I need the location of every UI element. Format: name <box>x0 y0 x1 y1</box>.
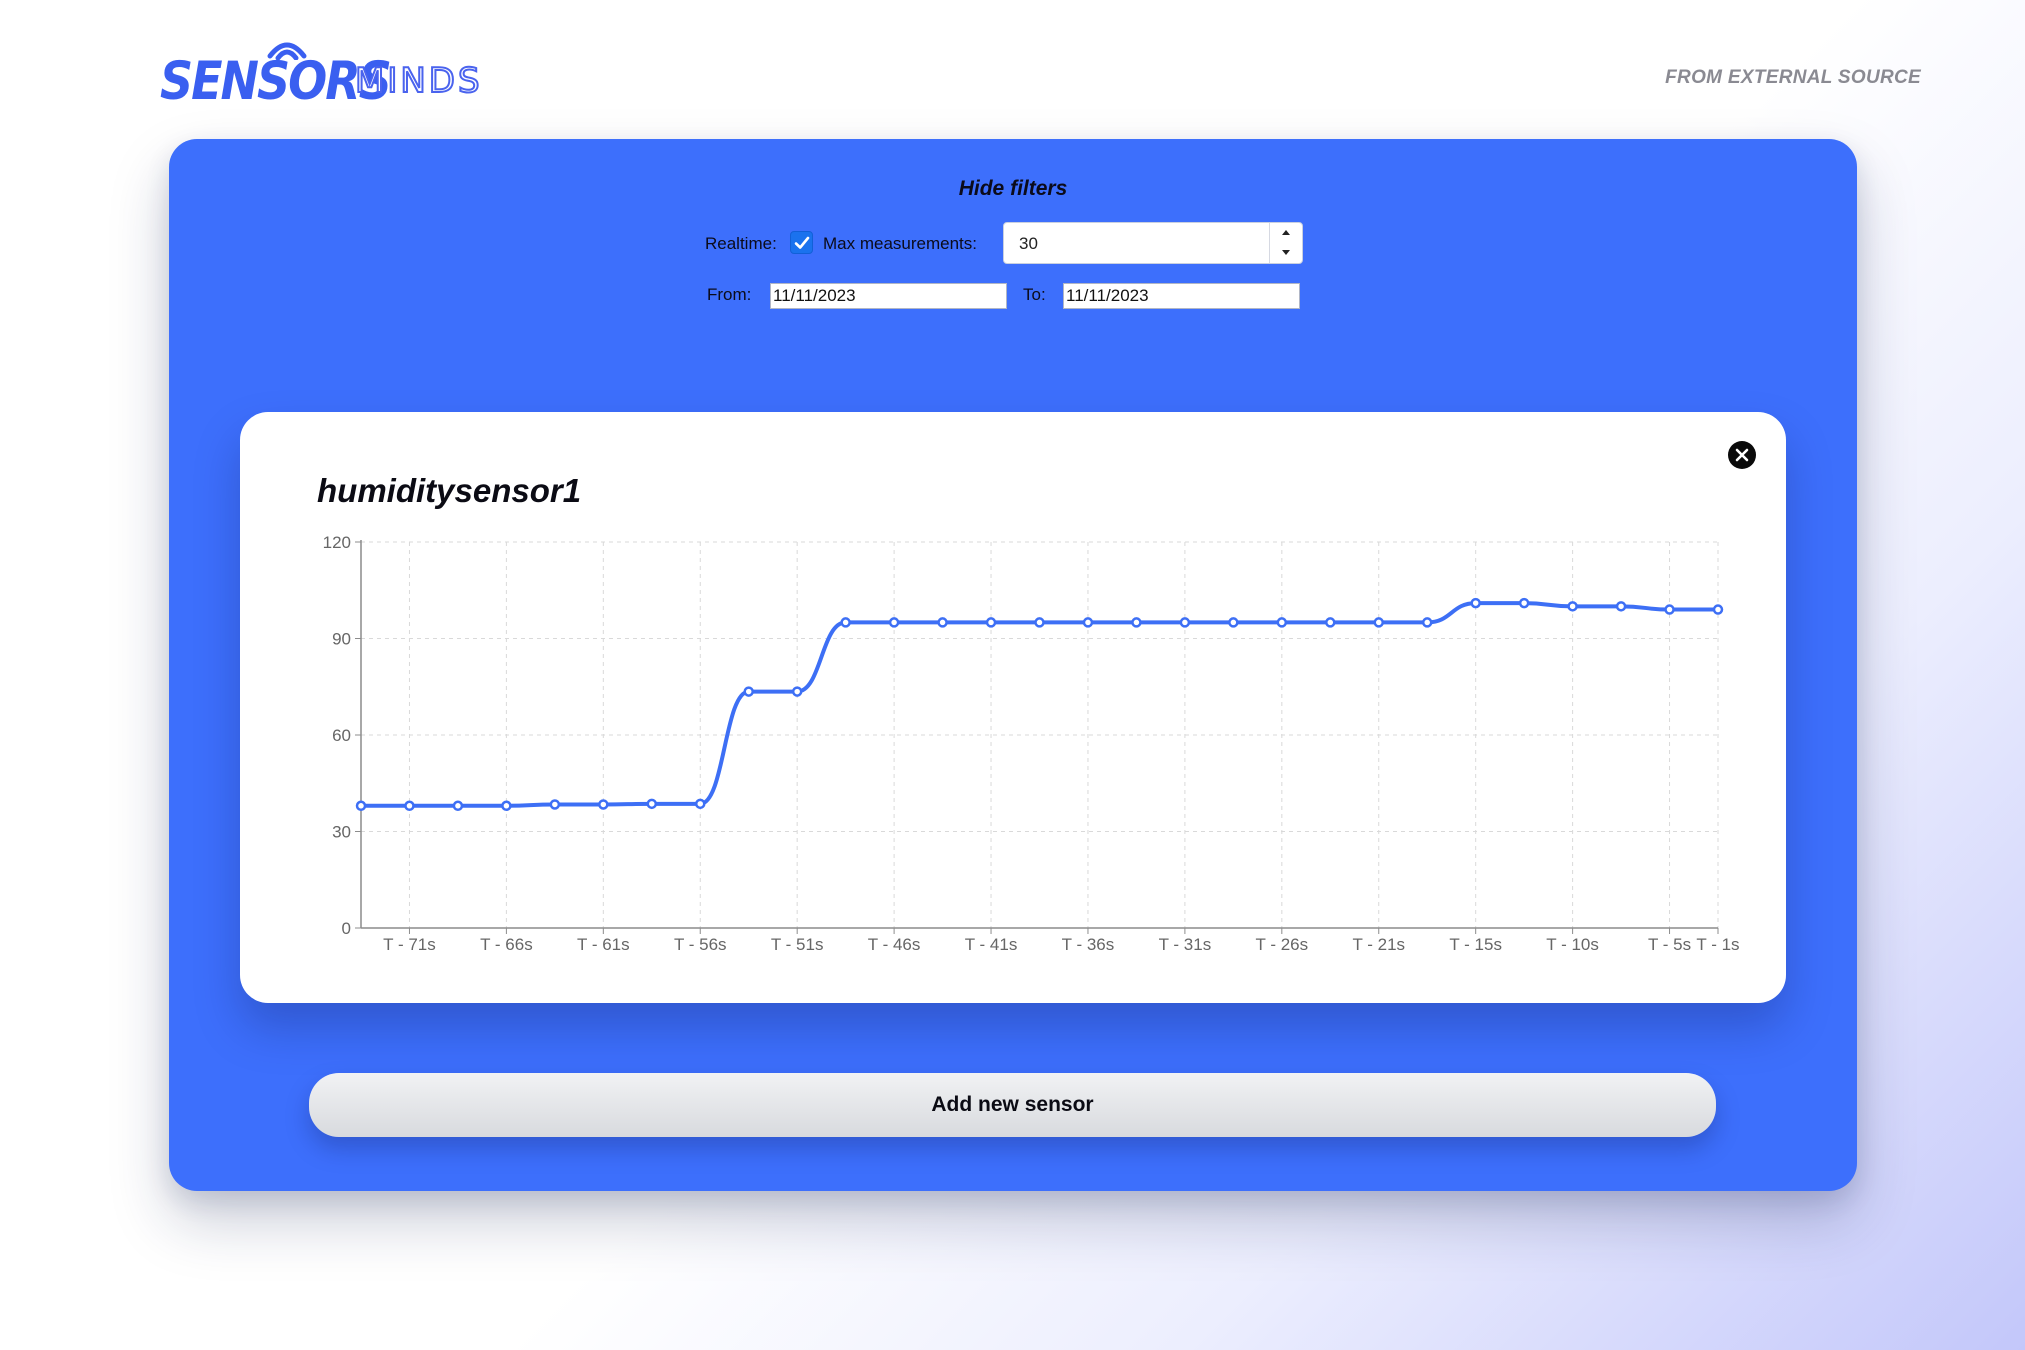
data-point <box>1276 617 1288 628</box>
close-sensor-button[interactable] <box>1728 441 1756 469</box>
caret-up-icon <box>1282 230 1290 235</box>
x-tick-label: T - 66s <box>480 935 533 954</box>
checkmark-icon <box>794 236 810 249</box>
data-point <box>1567 601 1578 612</box>
data-point <box>355 800 367 812</box>
x-tick-label: T - 10s <box>1546 935 1599 954</box>
data-point <box>501 800 512 812</box>
add-new-sensor-button[interactable]: Add new sensor <box>309 1073 1716 1137</box>
data-point <box>598 799 609 810</box>
data-point <box>1034 617 1045 628</box>
number-spinner <box>1269 223 1302 263</box>
logo-minds-text: MINDS <box>354 61 483 101</box>
y-tick-label: 60 <box>332 726 351 745</box>
x-tick-label: T - 36s <box>1062 935 1115 954</box>
data-point <box>1228 617 1239 628</box>
y-tick-label: 30 <box>332 823 351 842</box>
sensorsminds-logo: SENSORS MINDS <box>160 30 505 112</box>
data-point <box>840 617 851 628</box>
data-point <box>1712 604 1724 615</box>
data-point <box>1518 597 1530 609</box>
y-tick-label: 0 <box>342 919 351 938</box>
x-tick-label: T - 26s <box>1256 935 1309 954</box>
close-icon <box>1735 448 1749 462</box>
data-point <box>1179 617 1191 628</box>
y-tick-label: 120 <box>323 533 351 552</box>
data-point <box>1421 617 1433 628</box>
x-tick-label: T - 41s <box>965 935 1018 954</box>
x-tick-label: T - 15s <box>1449 935 1502 954</box>
data-point <box>743 686 754 697</box>
realtime-checkbox[interactable] <box>790 231 813 254</box>
data-point <box>888 617 900 628</box>
to-label: To: <box>1023 285 1046 304</box>
data-point <box>985 617 997 628</box>
max-measurements-value: 30 <box>1019 234 1038 253</box>
signal-waves-icon <box>267 42 307 60</box>
x-tick-label: T - 61s <box>577 935 630 954</box>
data-point <box>695 798 706 810</box>
spinner-down-button[interactable] <box>1270 243 1302 263</box>
max-measurements-label: Max measurements: <box>823 234 977 253</box>
data-point <box>1664 604 1675 615</box>
x-tick-label: T - 51s <box>771 935 824 954</box>
sensor-card: humiditysensor1 0 30 60 90 120 T - 71s T - 66s… <box>240 412 1786 1003</box>
humidity-line-chart: 0 30 60 90 120 T - 71s T - 66s T - 61s T - 56s T … <box>323 533 1740 954</box>
data-point <box>1131 617 1142 628</box>
hide-filters-toggle[interactable]: Hide filters <box>958 177 1068 200</box>
x-tick-label: T - 21s <box>1352 935 1405 954</box>
max-measurements-input[interactable]: 30 <box>1003 222 1303 264</box>
data-point <box>1615 601 1627 612</box>
data-point <box>937 617 948 628</box>
data-point <box>1470 597 1481 609</box>
caret-down-icon <box>1282 250 1290 255</box>
y-tick-label: 90 <box>332 630 351 649</box>
logo-sensors-text: SENSORS <box>160 49 392 112</box>
realtime-label: Realtime: <box>705 234 777 253</box>
data-point <box>1082 617 1094 628</box>
x-tick-label: T - 71s <box>383 935 436 954</box>
main-panel: Hide filters Realtime: Max measurements:… <box>169 139 1857 1191</box>
x-tick-label: T - 46s <box>868 935 921 954</box>
data-point <box>452 800 464 812</box>
x-tick-label: T - 1s <box>1696 935 1739 954</box>
sensor-title: humiditysensor1 <box>317 472 582 509</box>
spinner-up-button[interactable] <box>1270 223 1302 243</box>
x-tick-label: T - 31s <box>1159 935 1212 954</box>
data-point <box>549 799 561 810</box>
x-tick-label: T - 5s <box>1648 935 1691 954</box>
external-source-link[interactable]: FROM EXTERNAL SOURCE <box>1665 67 1921 88</box>
series-line <box>360 601 1718 808</box>
x-tick-label: T - 56s <box>674 935 727 954</box>
data-point <box>404 800 415 812</box>
to-date-input[interactable]: 11/11/2023 <box>1063 283 1300 309</box>
data-point <box>791 686 803 697</box>
from-label: From: <box>707 285 752 304</box>
from-date-input[interactable]: 11/11/2023 <box>770 283 1007 309</box>
data-point <box>1373 617 1384 628</box>
data-point <box>1325 617 1336 628</box>
data-point <box>646 798 658 810</box>
